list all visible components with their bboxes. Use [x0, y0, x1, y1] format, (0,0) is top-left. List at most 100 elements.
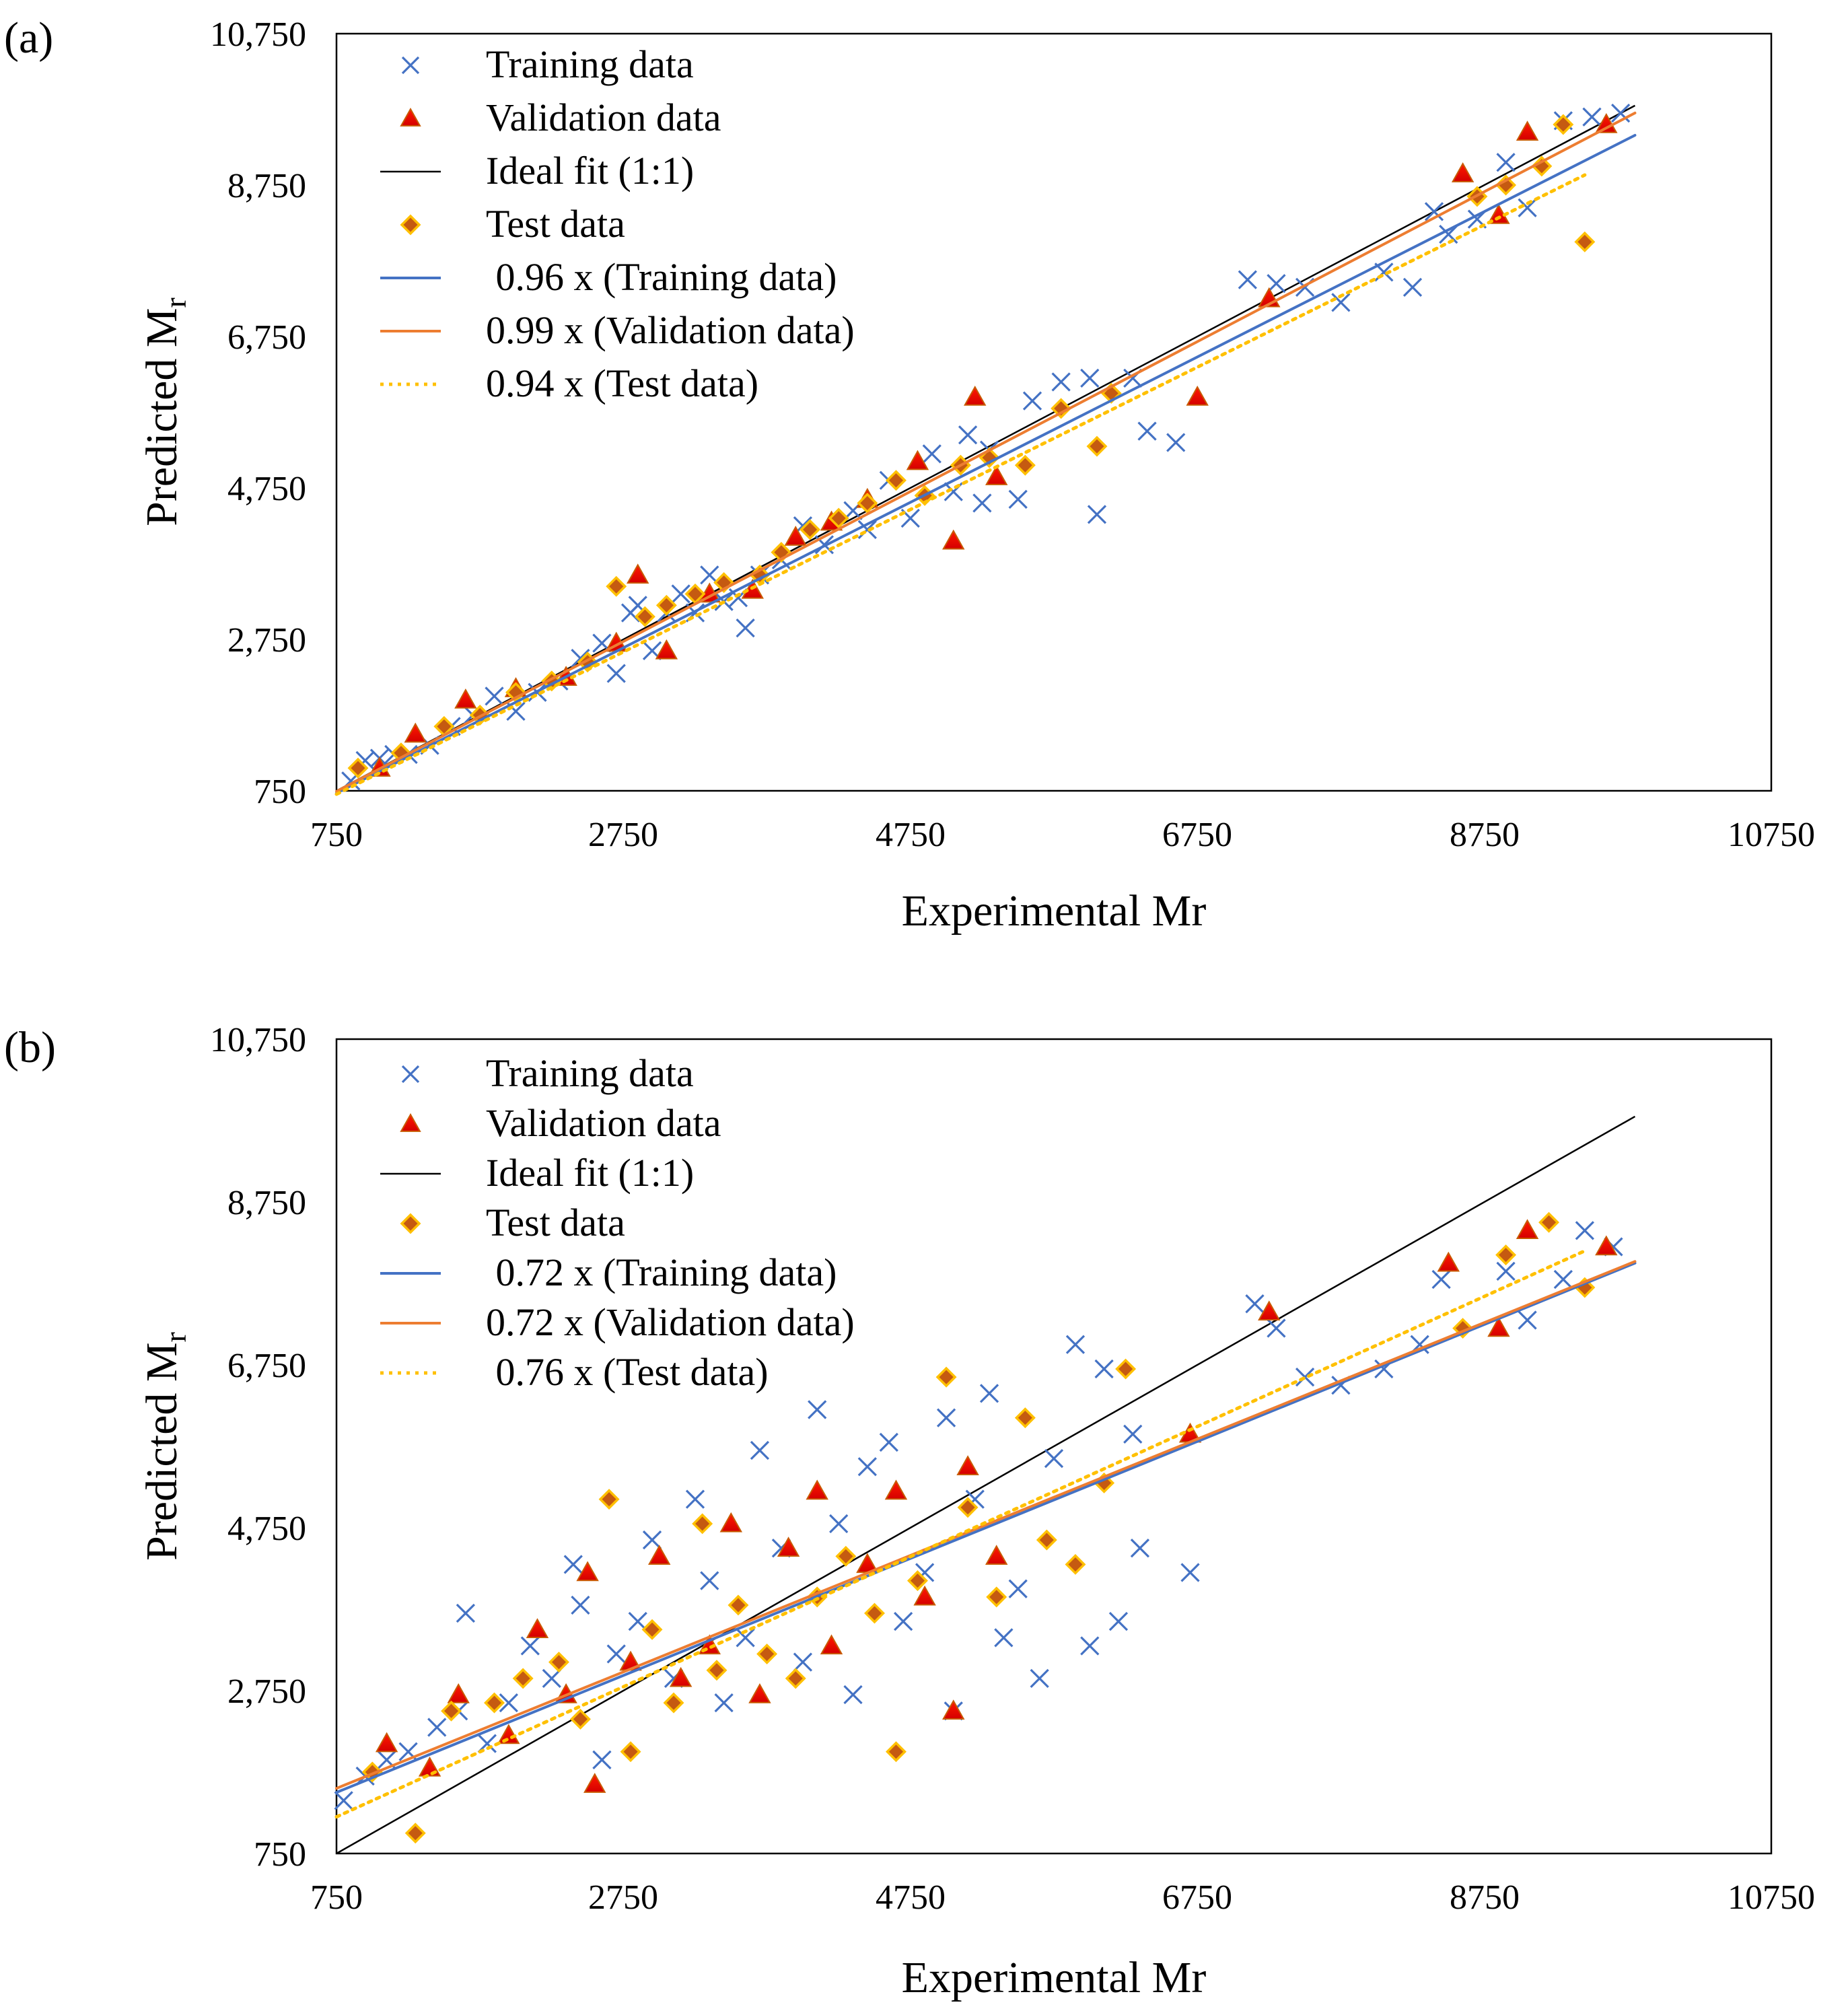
- legend-label: Training data: [486, 42, 694, 86]
- training-point: [1611, 103, 1631, 123]
- validation-point: [777, 1537, 800, 1557]
- test-point: [1014, 454, 1036, 476]
- y-axis-title-b: Predicted Mr: [137, 1332, 192, 1561]
- plot-frame-a: [335, 32, 1773, 792]
- training-point: [714, 1693, 734, 1713]
- training-point-stroke: [1496, 1261, 1516, 1281]
- training-point: [1496, 153, 1516, 172]
- training-point-stroke: [1008, 489, 1028, 509]
- training-point: [592, 1750, 612, 1769]
- training-point-stroke: [642, 1530, 662, 1550]
- training-point: [750, 1440, 770, 1460]
- x-tick-label: 10750: [1728, 816, 1815, 854]
- legend-entry-fit-validation: 0.99 x (Validation data): [380, 308, 855, 352]
- legend-diamond-marker: [400, 1213, 421, 1234]
- validation-point: [884, 1479, 908, 1500]
- y-tick-label: 10,750: [210, 1021, 306, 1059]
- training-point: [1008, 489, 1028, 509]
- validation-point: [375, 1732, 398, 1753]
- x-axis-title-b: Experimental Mr: [902, 1953, 1207, 2002]
- validation-point: [1516, 120, 1539, 141]
- legend-entry-fit-training: 0.72 x (Training data): [380, 1250, 837, 1294]
- training-point-stroke: [1080, 1636, 1100, 1656]
- x-axis-title-a: Experimental Mr: [902, 886, 1207, 935]
- training-point: [1582, 107, 1602, 127]
- test-point: [886, 1741, 907, 1763]
- test-point: [886, 470, 907, 491]
- legend-label: 0.72 x (Training data): [486, 1250, 837, 1294]
- training-point: [427, 1718, 447, 1737]
- training-point: [606, 1644, 626, 1664]
- series-diamond: [361, 1211, 1596, 1844]
- training-point-stroke: [1582, 107, 1602, 127]
- legend-label: 0.76 x (Test data): [486, 1350, 769, 1394]
- y-axis-title-a: Predicted Mr: [137, 297, 192, 526]
- training-point: [1123, 1424, 1143, 1444]
- training-point: [1094, 1359, 1114, 1379]
- test-point: [1036, 1529, 1057, 1551]
- y-tick-label: 8,750: [227, 167, 306, 205]
- training-point-stroke: [485, 686, 504, 706]
- test-point: [606, 575, 627, 597]
- training-point: [1044, 1449, 1064, 1469]
- test-point: [1553, 114, 1574, 135]
- plot-area-a: [334, 103, 1637, 796]
- validation-point: [913, 1585, 936, 1606]
- test-point: [907, 1570, 928, 1592]
- legend-label: Validation data: [486, 96, 721, 139]
- training-point: [628, 1612, 647, 1631]
- x-tick-label: 750: [310, 816, 363, 854]
- plot-frame-b: [335, 1038, 1773, 1855]
- training-point: [829, 1514, 849, 1534]
- training-point-stroke: [1439, 224, 1458, 244]
- training-point-stroke: [750, 1440, 770, 1460]
- panel-b: (b) 750 2,750 4,750 6,750 8,750 10,750 7…: [4, 1021, 1815, 2002]
- x-tick-label: 8750: [1450, 816, 1520, 854]
- fit-line-test: [334, 173, 1587, 796]
- training-point: [979, 1384, 999, 1403]
- panel-label-b: (b): [4, 1023, 56, 1072]
- y-tick-labels-a: 750 2,750 4,750 6,750 8,750 10,750: [210, 15, 306, 811]
- test-point: [569, 1708, 591, 1730]
- validation-point: [418, 1756, 441, 1777]
- training-point-stroke: [456, 1603, 476, 1623]
- training-point-stroke: [563, 1555, 583, 1574]
- test-point: [935, 1366, 957, 1388]
- training-point: [1439, 224, 1458, 244]
- x-tick-label: 2750: [588, 1878, 658, 1917]
- validation-point: [526, 1618, 549, 1638]
- training-point-stroke: [571, 1595, 590, 1615]
- ideal-fit-line: [336, 1115, 1636, 1855]
- legend-label: Ideal fit (1:1): [486, 149, 694, 192]
- x-tick-label: 4750: [876, 816, 946, 854]
- legend-label: 0.94 x (Test data): [486, 361, 758, 405]
- legend-entry-test: Test data: [400, 1201, 625, 1244]
- x-tick-label: 10750: [1728, 1878, 1815, 1917]
- training-point-stroke: [1424, 202, 1444, 221]
- test-point: [512, 1668, 534, 1689]
- legend-label: Test data: [486, 202, 625, 246]
- test-point: [663, 1692, 684, 1714]
- training-point-stroke: [1130, 1539, 1150, 1558]
- test-point: [1495, 1244, 1517, 1266]
- training-point-stroke: [542, 1668, 561, 1688]
- training-point: [1402, 277, 1423, 297]
- validation-point: [1451, 162, 1474, 182]
- test-point: [655, 594, 677, 616]
- test-point: [857, 493, 878, 514]
- training-point-stroke: [1267, 1318, 1286, 1338]
- test-point: [727, 1594, 749, 1616]
- legend-triangle-marker: [400, 107, 421, 127]
- training-point-stroke: [1518, 198, 1537, 217]
- legend-label: 0.96 x (Training data): [486, 255, 837, 299]
- test-point: [799, 519, 821, 540]
- training-point-stroke: [958, 425, 978, 445]
- training-point: [1130, 1539, 1150, 1558]
- training-point-stroke: [1087, 505, 1107, 524]
- x-tick-labels-b: 750 2750 4750 6750 8750 10750: [310, 1878, 1815, 1917]
- training-point: [793, 1652, 813, 1672]
- training-point-stroke: [1331, 293, 1351, 312]
- training-point: [1431, 1269, 1451, 1290]
- y-tick-label: 8,750: [227, 1184, 306, 1222]
